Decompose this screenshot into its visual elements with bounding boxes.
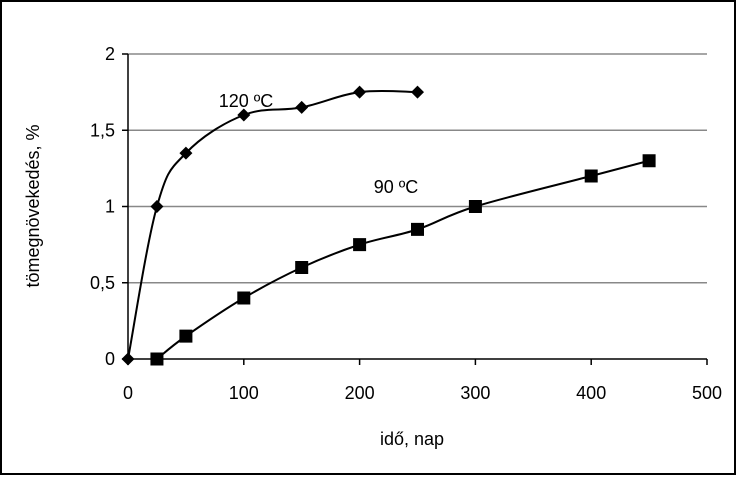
series-markers: [121, 85, 656, 366]
y-tick-label: 1: [105, 197, 115, 217]
data-point-square: [584, 169, 598, 183]
y-tick-label: 0,5: [90, 273, 115, 293]
data-point-diamond: [295, 100, 309, 114]
y-axis-title: tömegnövekedés, %: [23, 124, 43, 287]
data-point-square: [150, 352, 164, 366]
data-point-square: [411, 222, 424, 236]
y-tick-label: 0: [105, 349, 115, 369]
x-tick-label: 400: [576, 383, 606, 403]
data-point-diamond: [150, 200, 164, 213]
data-point-square: [237, 291, 251, 305]
series-label-120c: 120 ºC: [219, 91, 274, 111]
labels: 120 ºC 90 ºC idő, nap tömegnövekedés, %: [23, 91, 444, 449]
x-tick-label: 100: [229, 383, 259, 403]
data-point-diamond: [237, 108, 251, 122]
data-point-diamond: [179, 146, 193, 160]
data-point-diamond: [121, 352, 135, 366]
x-tick-label: 500: [692, 383, 722, 403]
series-label-90c: 90 ºC: [374, 177, 419, 197]
data-point-square: [295, 261, 309, 274]
axes: 0 0,5 1 1,5 2 0 100 200 300 400 500: [90, 44, 722, 403]
x-tick-label: 0: [123, 383, 133, 403]
x-tick-label: 300: [460, 383, 490, 403]
gridlines: [128, 53, 707, 284]
data-point-square: [468, 200, 482, 213]
y-tick-label: 1,5: [90, 120, 115, 140]
data-point-square: [642, 154, 656, 168]
x-axis-title: idő, nap: [380, 429, 444, 449]
data-point-diamond: [411, 85, 424, 99]
x-tick-label: 200: [345, 383, 375, 403]
data-point-diamond: [353, 85, 367, 99]
data-point-square: [353, 238, 367, 252]
data-point-square: [179, 329, 193, 343]
y-tick-label: 2: [105, 44, 115, 64]
